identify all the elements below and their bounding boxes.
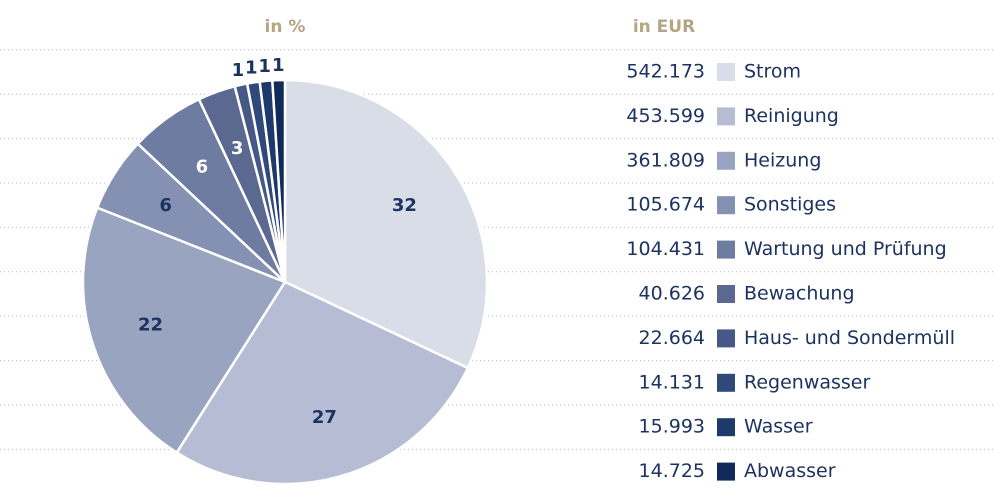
legend-value: 15.993 bbox=[639, 416, 705, 438]
legend-swatch bbox=[717, 63, 735, 81]
legend-value: 104.431 bbox=[626, 238, 705, 260]
legend-label: Wartung und Prüfung bbox=[744, 238, 947, 260]
legend-value: 14.725 bbox=[639, 460, 705, 482]
legend-value: 361.809 bbox=[626, 149, 705, 171]
legend-swatch bbox=[717, 196, 735, 215]
legend-label: Bewachung bbox=[744, 283, 855, 305]
legend-swatch bbox=[717, 107, 735, 126]
legend-swatch bbox=[717, 285, 735, 303]
legend-value: 22.664 bbox=[639, 327, 705, 349]
legend-label: Heizung bbox=[744, 149, 821, 171]
slice-label: 3 bbox=[231, 138, 244, 159]
slice-label: 1 bbox=[272, 55, 285, 76]
legend-label: Reinigung bbox=[744, 105, 839, 127]
legend-title: in EUR bbox=[633, 17, 695, 37]
legend-label: Sonstiges bbox=[744, 194, 836, 216]
legend-value: 40.626 bbox=[639, 283, 705, 305]
pie-slice bbox=[283, 78, 489, 370]
legend-label: Abwasser bbox=[744, 460, 836, 482]
legend-label: Strom bbox=[744, 61, 801, 83]
legend-swatch bbox=[717, 418, 735, 437]
legend-value: 453.599 bbox=[626, 105, 705, 127]
slice-label: 27 bbox=[312, 407, 337, 428]
legend-swatch bbox=[717, 151, 735, 170]
slice-label: 1 bbox=[258, 56, 271, 77]
legend-label: Regenwasser bbox=[744, 371, 870, 393]
pie-slice bbox=[175, 280, 470, 486]
legend-value: 542.173 bbox=[626, 61, 705, 83]
pie-slice bbox=[270, 78, 287, 283]
slice-label: 32 bbox=[392, 195, 417, 216]
legend-label: Wasser bbox=[744, 416, 813, 438]
slice-label: 1 bbox=[245, 58, 258, 79]
legend-swatch bbox=[717, 240, 735, 259]
legend-value: 105.674 bbox=[626, 194, 705, 216]
slice-label: 1 bbox=[232, 60, 245, 81]
slice-label: 6 bbox=[159, 195, 172, 216]
slice-label: 22 bbox=[138, 315, 163, 336]
pie-title: in % bbox=[265, 17, 306, 37]
slice-label: 6 bbox=[196, 157, 209, 178]
legend-swatch bbox=[717, 462, 735, 481]
legend-swatch bbox=[717, 329, 735, 348]
pie-slice bbox=[81, 206, 287, 455]
legend-value: 14.131 bbox=[639, 371, 705, 393]
legend-swatch bbox=[717, 373, 735, 392]
legend-label: Haus- und Sondermüll bbox=[744, 327, 955, 349]
